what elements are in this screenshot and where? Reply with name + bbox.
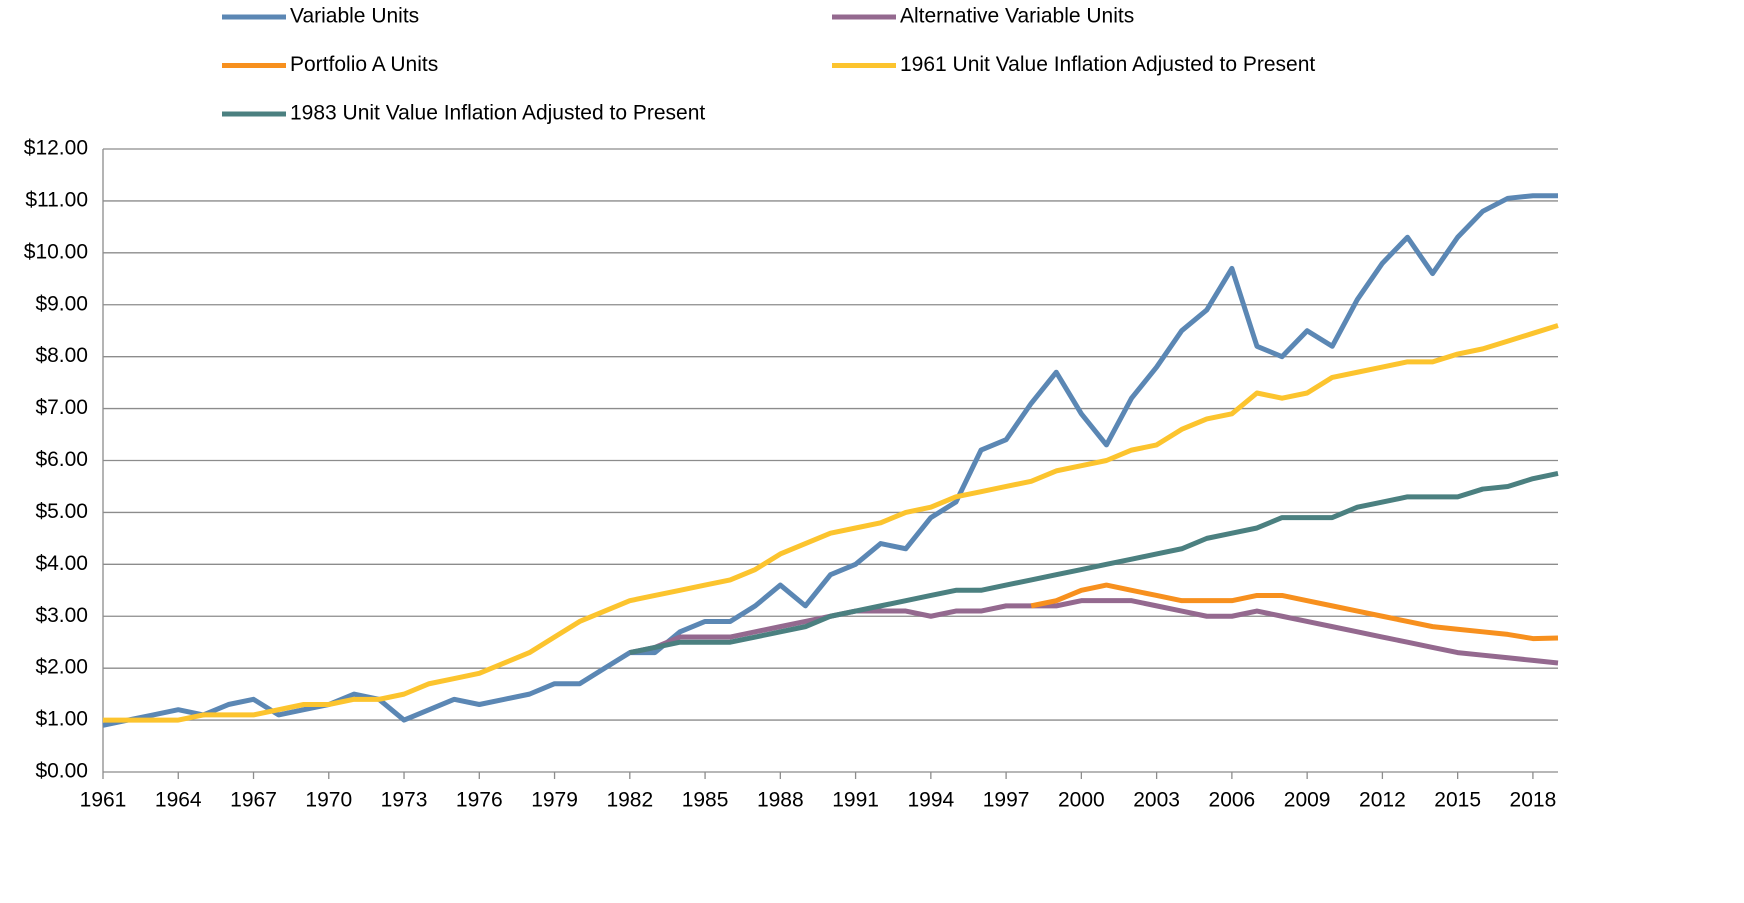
x-tick-label: 1994 (907, 789, 954, 812)
y-tick-label: $5.00 (35, 500, 88, 523)
x-tick-label: 2015 (1434, 789, 1481, 812)
x-tick-label: 1970 (305, 789, 352, 812)
x-tick-label: 1985 (682, 789, 729, 812)
y-tick-label: $6.00 (35, 448, 88, 471)
series-line (103, 323, 1559, 723)
y-tick-label: $4.00 (35, 552, 88, 575)
y-tick-label: $9.00 (35, 292, 88, 315)
x-tick-label: 2018 (1510, 789, 1557, 812)
x-tick-label: 1976 (456, 789, 503, 812)
x-tick-label: 1967 (230, 789, 277, 812)
series-line (629, 471, 1559, 656)
x-tick-label: 2006 (1209, 789, 1256, 812)
x-tick-label: 2009 (1284, 789, 1331, 812)
y-tick-label: $11.00 (25, 188, 88, 211)
y-tick-label: $0.00 (35, 760, 88, 783)
x-tick-label: 1988 (757, 789, 804, 812)
x-tick-label: 1991 (832, 789, 879, 812)
x-tick-label: 1997 (983, 789, 1030, 812)
x-tick-label: 2003 (1133, 789, 1180, 812)
y-tick-label: $2.00 (35, 656, 88, 679)
x-tick-label: 2012 (1359, 789, 1406, 812)
x-tick-label: 1973 (381, 789, 428, 812)
x-tick-label: 1961 (80, 789, 127, 812)
x-tick-label: 1979 (531, 789, 578, 812)
x-tick-label: 1964 (155, 789, 202, 812)
series-line (629, 598, 1559, 666)
y-tick-label: $12.00 (24, 137, 88, 160)
y-tick-label: $1.00 (35, 708, 88, 731)
series-line (1030, 582, 1559, 642)
legend-label: 1983 Unit Value Inflation Adjusted to Pr… (290, 102, 705, 125)
legend-label: 1961 Unit Value Inflation Adjusted to Pr… (900, 53, 1315, 76)
y-tick-label: $10.00 (24, 240, 88, 263)
y-tick-label: $7.00 (35, 396, 88, 419)
y-tick-label: $3.00 (35, 604, 88, 627)
legend-label: Variable Units (290, 5, 419, 28)
x-tick-label: 2000 (1058, 789, 1105, 812)
x-tick-label: 1982 (606, 789, 653, 812)
series-line (102, 193, 1558, 728)
legend-label: Alternative Variable Units (900, 5, 1134, 28)
y-tick-label: $8.00 (35, 344, 88, 367)
legend-label: Portfolio A Units (290, 53, 438, 76)
